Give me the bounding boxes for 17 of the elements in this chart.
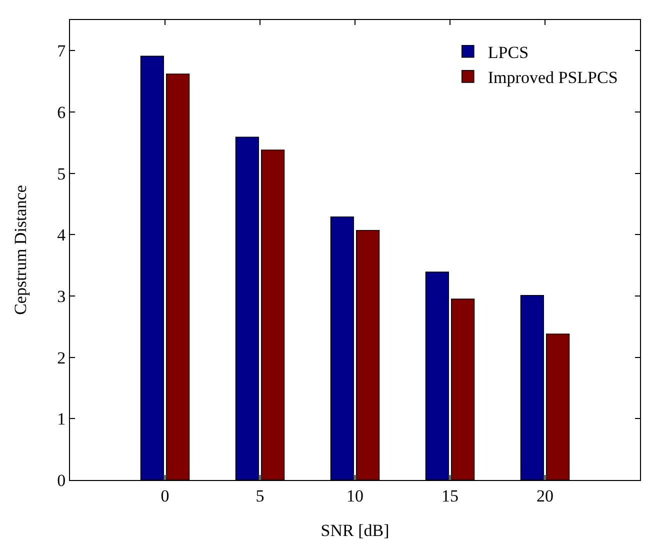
x-tick-label: 5 <box>256 486 264 506</box>
y-tick-label: 3 <box>57 286 66 306</box>
y-tick-label: 0 <box>57 470 66 490</box>
y-axis-title: Cepstrum Distance <box>11 185 30 315</box>
x-tick-label: 20 <box>536 486 554 506</box>
legend-label: LPCS <box>488 42 529 62</box>
y-tick-label: 1 <box>57 410 66 429</box>
y-tick-label: 7 <box>57 42 66 61</box>
y-tick-label: 5 <box>57 164 66 184</box>
y-tick-label: 4 <box>57 226 66 245</box>
x-tick-label: 15 <box>442 486 458 506</box>
y-tick-label: 6 <box>57 102 66 122</box>
x-tick-label: 0 <box>160 486 170 506</box>
x-tick-label: 10 <box>346 486 364 506</box>
y-tick-label: 2 <box>57 348 66 368</box>
x-axis-title: SNR [dB] <box>320 521 390 540</box>
legend-label: Improved PSLPCS <box>488 68 618 88</box>
